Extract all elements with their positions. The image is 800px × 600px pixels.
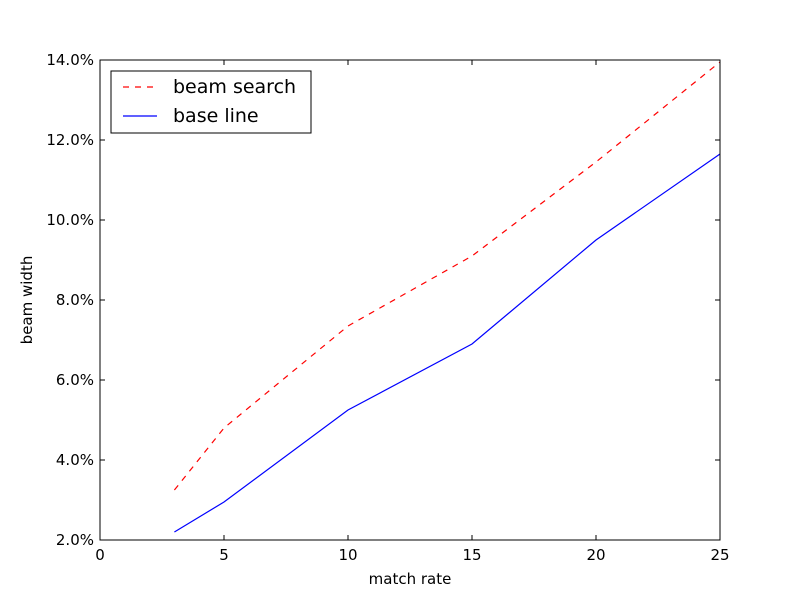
legend-frame xyxy=(110,70,312,134)
ticks-layer: 0 5 10 15 20 25 2.0% 4.0% 6.0% 8.0% 10.0% 12.0% 14.0… xyxy=(46,51,729,564)
series-line-base-line xyxy=(174,153,721,533)
x-tick-label: 10 xyxy=(338,546,357,564)
y-tick-label: 6.0% xyxy=(56,371,94,389)
y-tick-label: 12.0% xyxy=(46,131,94,149)
y-tick-label: 10.0% xyxy=(46,211,94,229)
y-tick-label: 2.0% xyxy=(56,531,94,549)
x-tick-label: 25 xyxy=(710,546,729,564)
plot-area xyxy=(100,60,720,540)
x-tick-label: 20 xyxy=(586,546,605,564)
x-tick-label: 0 xyxy=(95,546,105,564)
x-axis-label: match rate xyxy=(369,570,452,588)
legend-label-base-line: base line xyxy=(173,105,259,127)
x-tick-label: 15 xyxy=(462,546,481,564)
y-tick-label: 14.0% xyxy=(46,51,94,69)
y-axis-label: beam width xyxy=(18,256,36,345)
x-tick-label: 5 xyxy=(219,546,229,564)
series-line-beam-search xyxy=(173,61,721,491)
legend: beam search base line xyxy=(110,70,312,134)
series-layer xyxy=(173,61,721,533)
y-tick-label: 4.0% xyxy=(56,451,94,469)
legend-label-beam-search: beam search xyxy=(173,76,296,98)
y-tick-label: 8.0% xyxy=(56,291,94,309)
